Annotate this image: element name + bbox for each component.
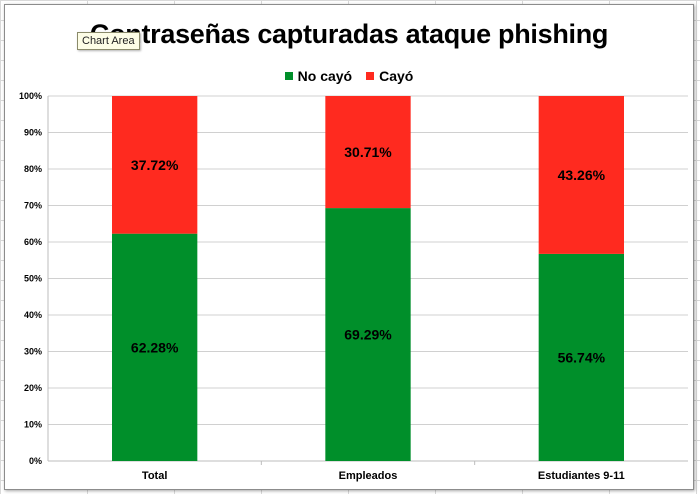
data-label: 30.71% — [344, 144, 392, 160]
legend-label-cayo: Cayó — [379, 68, 414, 84]
bar-no-cayo[interactable] — [325, 208, 411, 461]
x-tick-label: Empleados — [339, 470, 398, 482]
y-tick-label: 40% — [24, 310, 42, 320]
y-tick-label: 60% — [24, 237, 42, 247]
y-tick-label: 20% — [24, 383, 42, 393]
chart-area-tooltip: Chart Area — [77, 32, 140, 50]
y-tick-label: 80% — [24, 164, 42, 174]
legend-label-no-cayo: No cayó — [297, 68, 353, 84]
legend-swatch-cayo — [366, 72, 375, 80]
plot-area[interactable]: 0% 10% 20% 30% 40% 50% 60% 70% 80% 90% 100% 62.28% 3… — [5, 5, 693, 489]
data-label: 37.72% — [131, 157, 179, 173]
legend-item-cayo[interactable]: Cayó — [366, 68, 413, 84]
data-label: 62.28% — [131, 339, 179, 355]
chart-area[interactable]: Contraseñas capturadas ataque phishing N… — [4, 4, 694, 490]
data-label: 43.26% — [558, 167, 606, 183]
bar-no-cayo[interactable] — [112, 233, 198, 461]
bar-cayo[interactable] — [112, 96, 198, 234]
bar-cayo[interactable] — [538, 96, 624, 254]
x-tick-label: Estudiantes 9-11 — [538, 470, 625, 482]
legend-swatch-no-cayo — [284, 72, 293, 80]
data-label: 69.29% — [344, 327, 392, 343]
y-tick-label: 50% — [24, 274, 42, 284]
y-tick-label: 70% — [24, 201, 42, 211]
bar-no-cayo[interactable] — [538, 253, 624, 461]
legend-item-no-cayo[interactable]: No cayó — [284, 68, 353, 84]
y-tick-label: 90% — [24, 128, 42, 138]
y-tick-label: 100% — [19, 91, 42, 101]
data-label: 56.74% — [558, 349, 606, 365]
y-tick-label: 0% — [29, 456, 42, 466]
y-tick-label: 30% — [24, 347, 42, 357]
chart-legend[interactable]: No cayó Cayó — [5, 68, 693, 84]
chart-title: Contraseñas capturadas ataque phishing — [89, 19, 609, 49]
bar-cayo[interactable] — [325, 96, 411, 209]
x-tick-label: Total — [142, 470, 167, 482]
y-tick-label: 10% — [24, 420, 42, 430]
